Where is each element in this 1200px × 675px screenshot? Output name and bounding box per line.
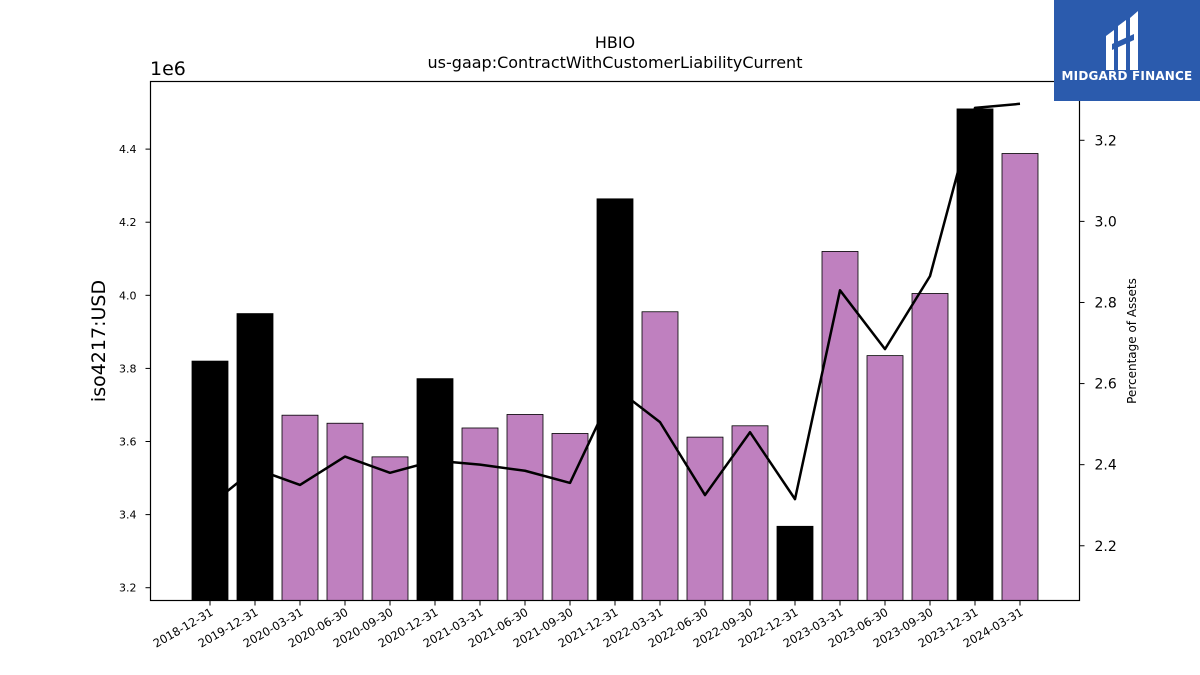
- bar-2022-12-31: [776, 525, 814, 601]
- y-tick-label-3.8: 3.8: [119, 362, 137, 375]
- bar-2019-12-31: [236, 313, 274, 601]
- y2-tick-label-3.0: 3.0: [1095, 214, 1117, 230]
- bar-2022-09-30: [731, 425, 769, 601]
- y-tick-label-4.4: 4.4: [119, 143, 137, 156]
- y-offset-label: 1e6: [150, 58, 186, 80]
- y-tick-label-3.6: 3.6: [119, 436, 137, 449]
- y-tick-label-3.4: 3.4: [119, 509, 137, 522]
- bar-2023-06-30: [866, 355, 904, 601]
- y2-tick-label-3.2: 3.2: [1095, 133, 1117, 149]
- bar-2020-06-30: [326, 422, 364, 601]
- midgard-finance-logo: MIDGARD FINANCE: [1054, 0, 1200, 101]
- percentage-line-layer: [209, 102, 1021, 507]
- percentage-of-assets-line: [209, 102, 1021, 507]
- y2-axis-label: Percentage of Assets: [1125, 278, 1139, 404]
- chart-title: HBIO: [595, 33, 635, 52]
- y-tick-label-4.0: 4.0: [119, 289, 137, 302]
- bar-2023-12-31: [956, 108, 994, 601]
- y2-tick-label-2.6: 2.6: [1095, 377, 1117, 393]
- y2-tick-label-2.4: 2.4: [1095, 458, 1117, 474]
- bar-2021-03-31: [461, 427, 499, 601]
- bar-2021-09-30: [551, 433, 589, 601]
- y-axis-ticks: 3.2 3.4 3.6 3.8 4.0 4.2 4.4: [119, 143, 151, 595]
- x-axis-ticks: 2018-12-312019-12-312020-03-312020-06-30…: [151, 600, 1026, 651]
- bar-2020-09-30: [371, 456, 409, 601]
- bar-2023-09-30: [911, 293, 949, 601]
- logo-text: MIDGARD FINANCE: [1061, 69, 1193, 83]
- bar-2022-06-30: [686, 436, 724, 601]
- y-tick-label-3.2: 3.2: [119, 582, 137, 595]
- y-axis-label: iso4217:USD: [88, 280, 110, 402]
- y2-tick-label-2.2: 2.2: [1095, 539, 1117, 555]
- bars: [191, 108, 1039, 601]
- y2-tick-label-2.8: 2.8: [1095, 295, 1117, 311]
- bar-2020-03-31: [281, 414, 319, 601]
- bar-2020-12-31: [416, 378, 454, 601]
- bar-2021-06-30: [506, 414, 544, 601]
- bar-2023-03-31: [821, 251, 859, 601]
- logo-mark-icon: [1106, 11, 1138, 70]
- y2-axis-ticks: 2.2 2.4 2.6 2.8 3.0 3.2: [1079, 133, 1117, 555]
- y-tick-label-4.2: 4.2: [119, 216, 137, 229]
- bar-2022-03-31: [641, 311, 679, 601]
- chart-subtitle: us-gaap:ContractWithCustomerLiabilityCur…: [428, 53, 803, 72]
- bar-2018-12-31: [191, 360, 229, 601]
- bar-2021-12-31: [596, 198, 634, 601]
- bar-2024-03-31: [1001, 153, 1039, 601]
